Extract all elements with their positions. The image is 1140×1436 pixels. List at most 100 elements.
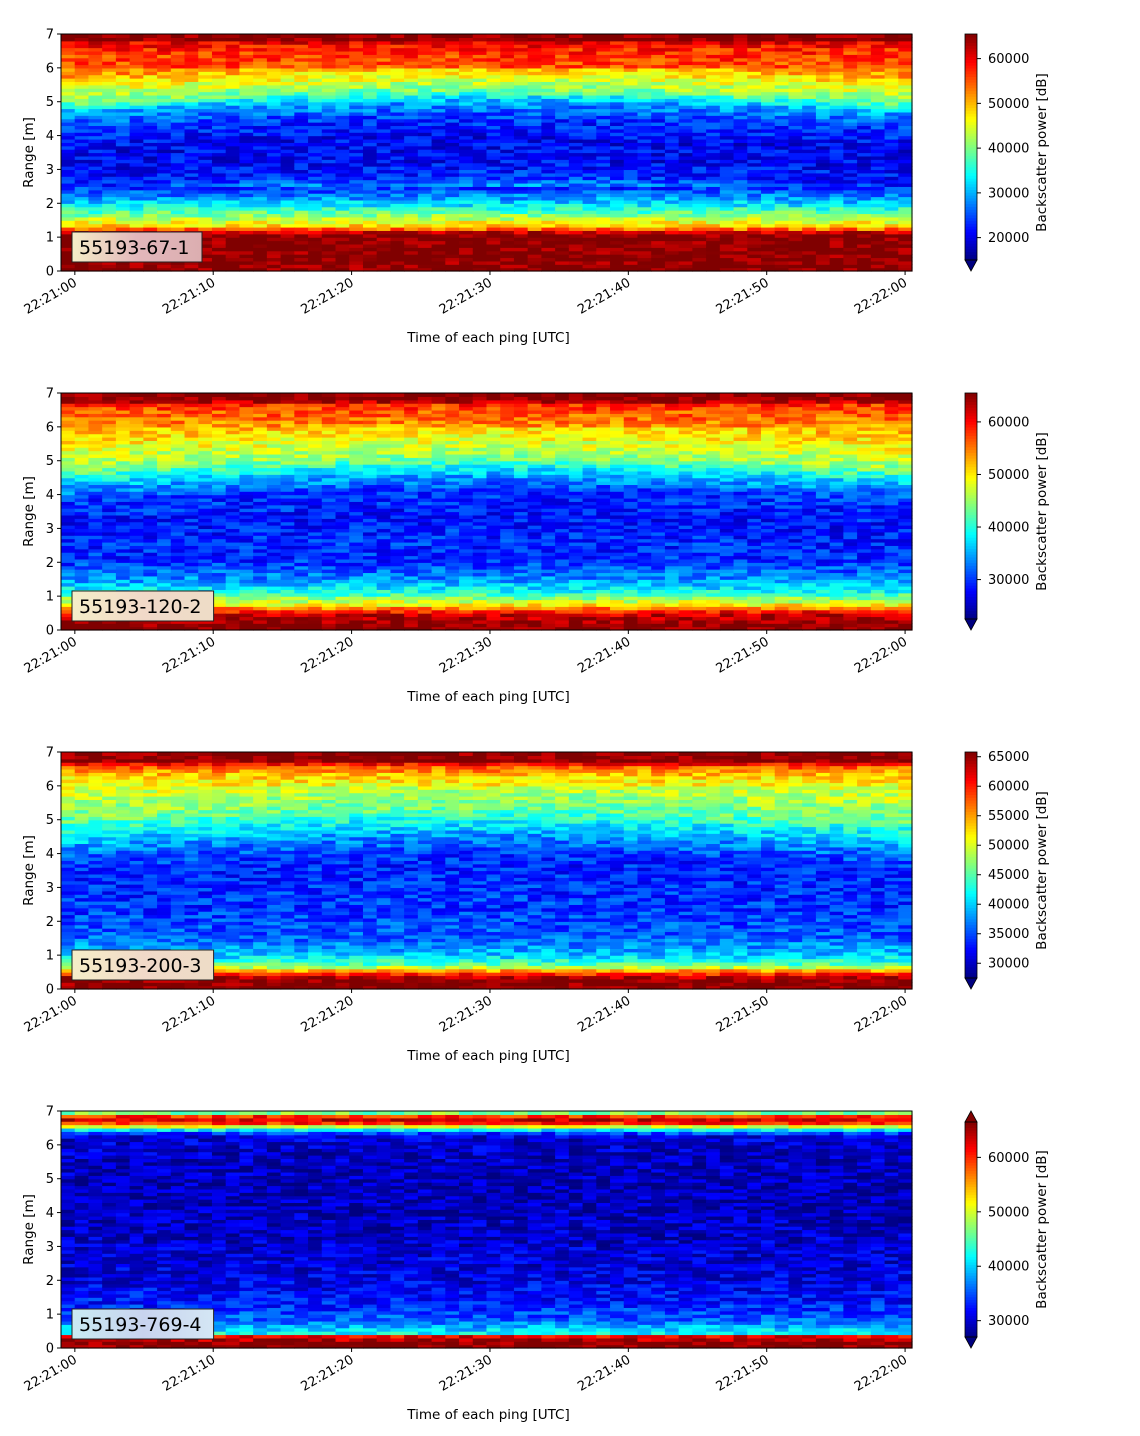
panel-4: 0 1 2 3 4 5 6 7 22:21:00 22:21:10 22:21:20 22:21:30… [21,1105,1050,1424]
x-tick-label: 22:21:20 [299,275,357,317]
x-tick-label: 22:22:00 [852,275,910,317]
x-tick-label: 22:21:20 [299,993,357,1035]
sensor-label: 55193-120-2 [79,596,202,618]
x-axis-label: Time of each ping [UTC] [406,330,570,346]
colorbar: 30000 35000 40000 45000 50000 55000 60000 65000… [964,750,1050,990]
y-tick-label: 2 [46,197,54,212]
y-axis-label: Range [m] [21,476,37,547]
colorbar: 30000 40000 50000 60000 Backscatter power [d… [964,1110,1050,1349]
y-tick-label: 1 [46,590,54,605]
y-tick-label: 0 [46,624,54,639]
colorbar-tick-label: 30000 [988,1314,1029,1329]
y-axis-label: Range [m] [21,1194,37,1265]
y-tick-label: 6 [46,779,54,794]
x-tick-label: 22:21:30 [437,1352,495,1394]
colorbar-tick-label: 40000 [988,1260,1029,1275]
x-tick-label: 22:21:10 [160,275,218,317]
colorbar-tick-label: 45000 [988,868,1029,883]
x-tick-label: 22:21:00 [22,993,80,1035]
y-tick-label: 2 [46,915,54,930]
colorbar-tick-label: 30000 [988,186,1029,201]
colorbar-tick-label: 60000 [988,780,1029,795]
x-tick-label: 22:21:40 [575,275,633,317]
y-tick-label: 1 [46,1308,54,1323]
colorbar-tick-label: 50000 [988,839,1029,854]
x-tick-label: 22:21:30 [437,275,495,317]
colorbar-tick-label: 65000 [988,750,1029,765]
y-tick-label: 0 [46,983,54,998]
y-tick-label: 7 [46,746,54,761]
x-tick-label: 22:21:10 [160,1352,218,1394]
y-tick-label: 4 [46,1206,54,1221]
x-tick-label: 22:22:00 [852,993,910,1035]
x-axis-label: Time of each ping [UTC] [406,689,570,705]
colorbar-extend-min [964,618,978,631]
sensor-label-box: 55193-200-3 [71,949,215,981]
colorbar-tick-label: 20000 [988,231,1029,246]
x-tick-label: 22:21:40 [575,634,633,676]
x-tick-label: 22:21:30 [437,634,495,676]
sensor-label-box: 55193-769-4 [71,1308,215,1340]
colorbar-tick-label: 60000 [988,1151,1029,1166]
x-tick-label: 22:21:50 [714,1352,772,1394]
x-tick-label: 22:21:20 [299,634,357,676]
sensor-label: 55193-67-1 [79,237,189,259]
colorbar-label: Backscatter power [dB] [1034,1150,1050,1309]
sensor-label-box: 55193-120-2 [71,590,215,622]
colorbar-tick-label: 35000 [988,927,1029,942]
y-tick-label: 6 [46,1138,54,1153]
y-tick-label: 4 [46,847,54,862]
colorbar-extend-min [964,259,978,272]
panel-2: 0 1 2 3 4 5 6 7 22:21:00 22:21:10 22:21:20 22:21:30… [21,387,1050,706]
y-tick-label: 3 [46,881,54,896]
plot-frame [60,751,913,990]
y-tick-label: 5 [46,95,54,110]
colorbar-extend-min [964,1336,978,1349]
x-tick-label: 22:22:00 [852,1352,910,1394]
y-tick-label: 5 [46,813,54,828]
y-tick-label: 7 [46,28,54,43]
sensor-label: 55193-769-4 [79,1314,202,1336]
plot-frame [60,33,913,272]
y-tick-label: 7 [46,1105,54,1120]
x-axis-label: Time of each ping [UTC] [406,1407,570,1423]
colorbar-label: Backscatter power [dB] [1034,791,1050,950]
y-tick-label: 1 [46,949,54,964]
colorbar-tick-label: 50000 [988,1205,1029,1220]
x-tick-label: 22:21:50 [714,634,772,676]
plot-frame [60,1110,913,1349]
x-tick-label: 22:21:50 [714,275,772,317]
heatmap [61,1111,913,1349]
y-tick-label: 4 [46,129,54,144]
y-tick-label: 3 [46,163,54,178]
x-tick-label: 22:21:30 [437,993,495,1035]
colorbar-extend-max [964,1110,978,1123]
panel-3: 0 1 2 3 4 5 6 7 22:21:00 22:21:10 22:21:20 22:21:30… [21,746,1050,1065]
panel-1: 0 1 2 3 4 5 6 7 22:21:00 22:21:10 22:21:20 22:21:30… [21,28,1050,347]
y-axis-label: Range [m] [21,117,37,188]
x-tick-label: 22:21:10 [160,993,218,1035]
sensor-label-box: 55193-67-1 [71,231,203,263]
colorbar-tick-label: 50000 [988,468,1029,483]
heatmap [61,393,913,631]
x-tick-label: 22:21:00 [22,275,80,317]
y-tick-label: 5 [46,1172,54,1187]
y-tick-label: 7 [46,387,54,402]
sensor-label: 55193-200-3 [79,955,202,977]
colorbar: 20000 30000 40000 50000 60000 Backscatter pow… [964,33,1050,272]
y-tick-label: 0 [46,1342,54,1357]
y-tick-label: 0 [46,265,54,280]
y-tick-label: 3 [46,522,54,537]
y-tick-label: 3 [46,1240,54,1255]
heatmap [61,34,913,272]
colorbar-tick-label: 30000 [988,573,1029,588]
colorbar-extend-min [964,977,978,990]
colorbar-tick-label: 40000 [988,898,1029,913]
x-tick-label: 22:21:50 [714,993,772,1035]
x-tick-label: 22:21:00 [22,1352,80,1394]
y-tick-label: 6 [46,61,54,76]
y-tick-label: 6 [46,420,54,435]
y-axis-label: Range [m] [21,835,37,906]
plot-frame [60,392,913,631]
